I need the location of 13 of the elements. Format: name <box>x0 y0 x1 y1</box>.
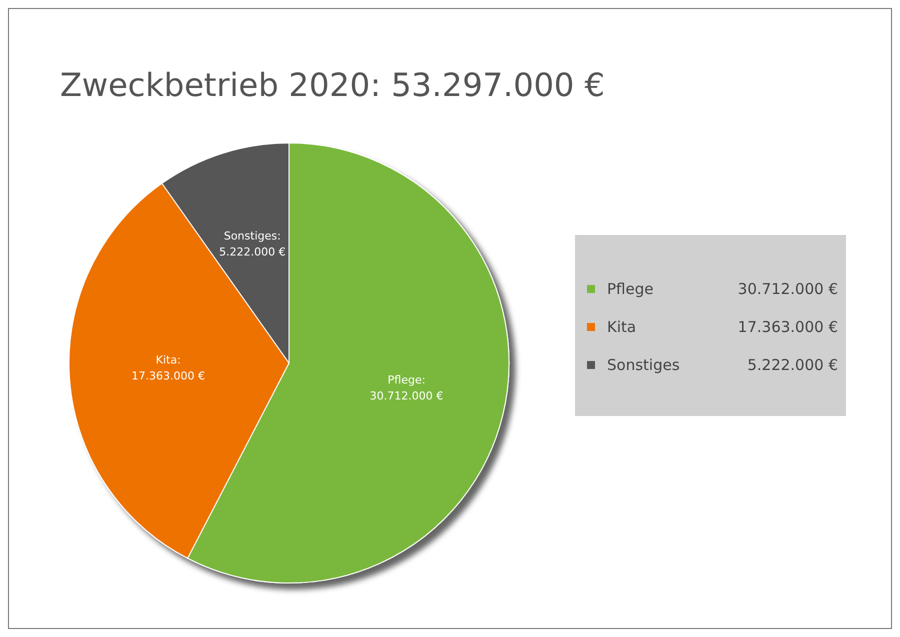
chart-title: Zweckbetrieb 2020: 53.297.000 € <box>60 66 605 104</box>
legend-label: Kita <box>607 318 636 336</box>
data-label: 17.363.000 € <box>132 369 206 382</box>
text: 30.712.000 € <box>738 280 838 298</box>
text: 17.363.000 € <box>738 318 838 336</box>
text: Pflege: <box>388 374 426 387</box>
text: Sonstiges: <box>224 229 281 242</box>
legend-label: Pflege <box>607 280 654 298</box>
text: 5.222.000 € <box>747 356 838 374</box>
legend-label: Sonstiges <box>607 356 680 374</box>
data-label: 5.222.000 € <box>219 245 286 258</box>
text: Kita: <box>156 353 181 366</box>
data-label: 30.712.000 € <box>370 390 444 403</box>
